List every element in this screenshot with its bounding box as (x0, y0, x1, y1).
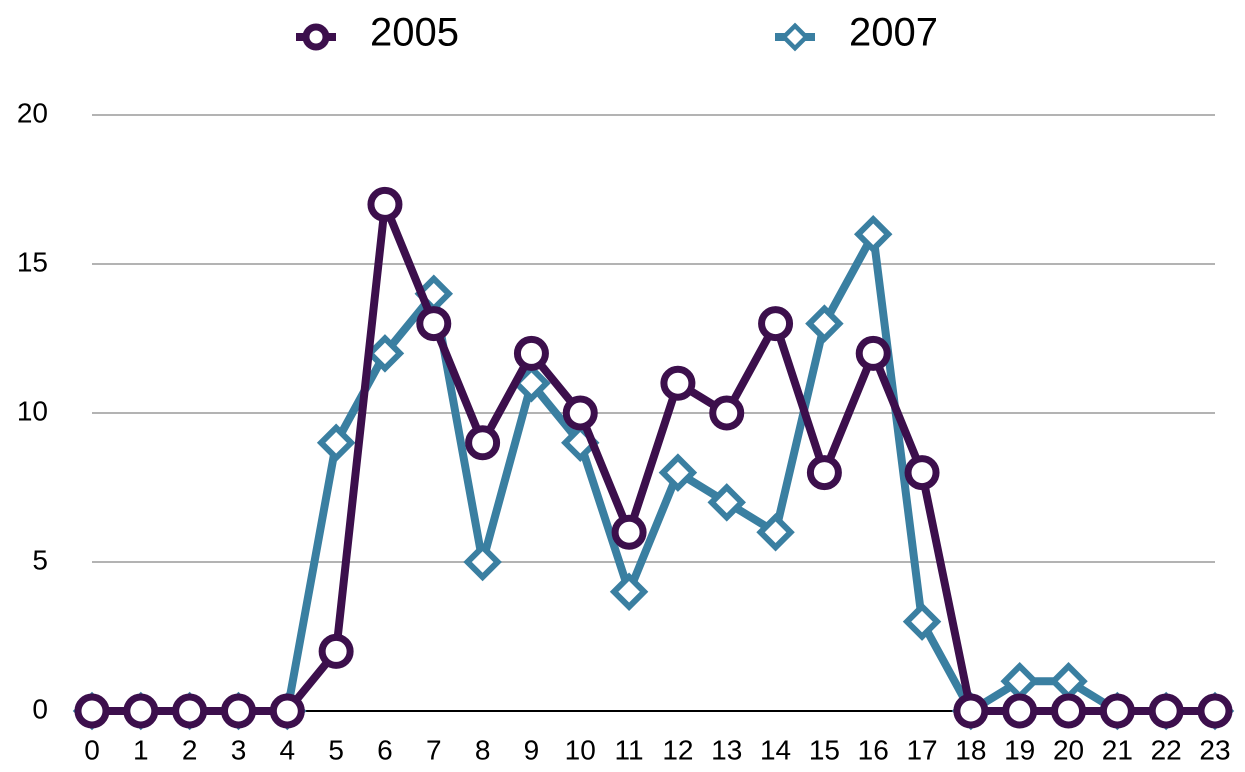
marker (855, 335, 891, 371)
x-tick-label: 1 (133, 734, 149, 765)
y-tick-label: 5 (32, 544, 48, 575)
x-tick-label: 21 (1102, 734, 1133, 765)
legend-label: 2007 (849, 11, 938, 55)
line (92, 230, 1215, 715)
y-tick-label: 20 (17, 97, 48, 128)
y-tick-label: 15 (17, 246, 48, 277)
legend-entry: 2007 (775, 11, 938, 55)
series (72, 214, 1235, 731)
marker (756, 512, 795, 552)
x-tick-label: 3 (231, 734, 247, 765)
x-tick-label: 17 (906, 734, 937, 765)
marker (463, 542, 502, 582)
x-tick-label: 5 (328, 734, 344, 765)
x-tick-label: 8 (475, 734, 491, 765)
marker (365, 334, 405, 373)
legend-marker (780, 22, 810, 52)
marker (1051, 693, 1087, 729)
marker (220, 693, 256, 729)
marker (416, 306, 452, 342)
marker (660, 365, 696, 401)
marker (758, 306, 794, 342)
marker (902, 602, 942, 641)
legend-label: 2005 (370, 11, 459, 55)
x-tick-label: 4 (280, 734, 296, 765)
marker (1197, 693, 1233, 729)
x-tick-label: 2 (182, 734, 198, 765)
marker (805, 304, 844, 343)
x-tick-label: 23 (1199, 734, 1230, 765)
marker (269, 693, 305, 729)
x-tick-label: 7 (426, 734, 442, 765)
y-tick-label: 0 (32, 693, 48, 724)
x-tick-label: 9 (524, 734, 540, 765)
x-tick-label: 16 (858, 734, 889, 765)
marker (123, 693, 159, 729)
marker (562, 395, 598, 431)
marker (609, 572, 649, 612)
line (92, 200, 1215, 715)
x-tick-label: 18 (955, 734, 986, 765)
x-tick-label: 6 (377, 734, 393, 765)
marker (658, 453, 698, 492)
series (74, 186, 1233, 729)
marker (318, 633, 354, 669)
x-tick-label: 11 (615, 734, 644, 765)
x-tick-label: 22 (1151, 734, 1182, 765)
marker (1002, 693, 1038, 729)
marker (904, 455, 940, 491)
marker (74, 693, 110, 729)
x-tick-label: 12 (662, 734, 693, 765)
x-tick-label: 13 (711, 734, 742, 765)
marker (367, 186, 403, 222)
marker (465, 425, 501, 461)
marker (1148, 693, 1184, 729)
marker (316, 423, 356, 463)
marker (853, 214, 893, 254)
marker (806, 455, 842, 491)
x-tick-label: 10 (565, 734, 596, 765)
marker (172, 693, 208, 729)
x-tick-label: 20 (1053, 734, 1084, 765)
x-tick-label: 15 (809, 734, 840, 765)
marker (611, 514, 647, 550)
marker (707, 483, 746, 522)
legend-marker (302, 23, 330, 51)
marker (953, 693, 989, 729)
marker (513, 335, 549, 371)
marker (1099, 693, 1135, 729)
marker (709, 395, 745, 431)
x-tick-label: 14 (760, 734, 791, 765)
x-tick-label: 0 (84, 734, 100, 765)
x-tick-label: 19 (1004, 734, 1035, 765)
legend-entry: 2005 (296, 11, 459, 55)
y-tick-label: 10 (17, 395, 48, 426)
